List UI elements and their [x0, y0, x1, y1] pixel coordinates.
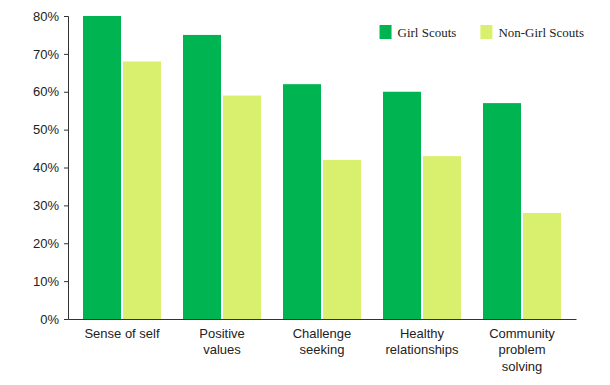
legend: Girl Scouts Non-Girl Scouts	[380, 25, 584, 40]
axis-line	[69, 319, 577, 320]
tick-label: Sense of self	[84, 326, 160, 341]
bar	[423, 156, 461, 319]
tick-label: 0%	[40, 312, 59, 327]
tick: Positivevalues	[199, 319, 245, 357]
tick-label-line: Sense of self	[84, 326, 160, 341]
tick-label: Healthyrelationships	[386, 326, 459, 357]
tick: 20%	[33, 236, 68, 251]
legend-label: Girl Scouts	[398, 25, 457, 40]
tick-label-line: seeking	[300, 342, 345, 357]
tick-label: 20%	[33, 236, 59, 251]
tick-mark	[64, 54, 68, 55]
bar	[483, 103, 521, 319]
tick-label: Positivevalues	[199, 326, 245, 357]
tick: 50%	[33, 122, 68, 137]
tick-label-line: Positive	[199, 326, 245, 341]
tick: Healthyrelationships	[386, 319, 459, 357]
tick: 80%	[33, 9, 68, 24]
tick: 30%	[33, 198, 68, 213]
tick: 10%	[33, 274, 68, 289]
tick: 40%	[33, 160, 68, 175]
bars	[83, 16, 561, 319]
tick: 60%	[33, 84, 68, 99]
tick-label-line: Healthy	[400, 326, 445, 341]
tick-label-line: values	[203, 342, 241, 357]
tick-mark	[64, 92, 68, 93]
tick-label-line: Challenge	[293, 326, 352, 341]
tick-mark	[64, 281, 68, 282]
tick-label: 70%	[33, 47, 59, 62]
tick-mark	[64, 205, 68, 206]
bar	[123, 61, 161, 319]
tick-mark	[64, 16, 68, 17]
tick-mark	[64, 319, 68, 320]
bar	[83, 16, 121, 319]
tick-mark	[64, 243, 68, 244]
tick: 70%	[33, 47, 68, 62]
bar	[523, 213, 561, 319]
tick: 0%	[40, 312, 68, 327]
tick-mark	[64, 130, 68, 131]
bar	[223, 96, 261, 319]
bar	[323, 160, 361, 319]
axis-line	[64, 17, 69, 320]
tick-label: 10%	[33, 274, 59, 289]
tick-label-line: solving	[502, 359, 542, 374]
tick-label: 40%	[33, 160, 59, 175]
tick-label: Challengeseeking	[293, 326, 352, 357]
x-axis: Sense of self Positivevalues Challengeseek…	[69, 319, 577, 374]
bar	[383, 92, 421, 319]
chart: 0% 10% 20% 30% 40% 50% 60% 70% 80% Sense of self P…	[0, 0, 610, 385]
tick-label: 80%	[33, 9, 59, 24]
tick-label: 60%	[33, 84, 59, 99]
y-axis: 0% 10% 20% 30% 40% 50% 60% 70% 80%	[33, 9, 69, 327]
tick: Sense of self	[84, 319, 160, 341]
bar-series	[123, 61, 561, 319]
bar	[283, 84, 321, 319]
tick-label: 30%	[33, 198, 59, 213]
bar-series	[83, 16, 521, 319]
legend-item: Girl Scouts	[380, 25, 457, 40]
tick-label: Communityproblem solving	[489, 326, 555, 374]
tick-label-line: relationships	[386, 342, 459, 357]
tick: Challengeseeking	[293, 319, 352, 357]
tick-label: 50%	[33, 122, 59, 137]
legend-swatch	[380, 25, 392, 39]
legend-label: Non-Girl Scouts	[498, 25, 584, 40]
tick-mark	[64, 168, 68, 169]
tick-label-line: problem	[499, 342, 546, 357]
legend-item: Non-Girl Scouts	[480, 25, 584, 40]
tick-label-line: Community	[489, 326, 555, 341]
tick: Communityproblem solving	[489, 319, 555, 374]
legend-swatch	[480, 25, 492, 39]
bar	[183, 35, 221, 319]
